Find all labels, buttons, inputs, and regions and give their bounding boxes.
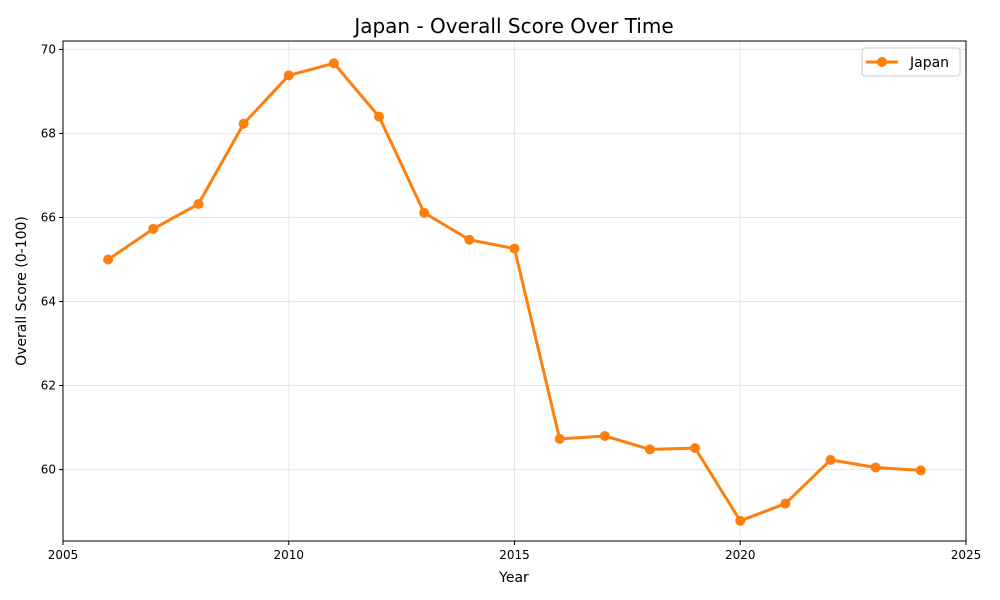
data-point bbox=[554, 433, 565, 444]
legend-box bbox=[861, 47, 961, 77]
data-point bbox=[690, 443, 701, 454]
y-axis-label: Overall Score (0-100) bbox=[14, 216, 30, 366]
y-tick-label: 70 bbox=[41, 42, 56, 56]
y-tick-label: 64 bbox=[41, 295, 56, 309]
y-tick-label: 68 bbox=[41, 126, 56, 140]
legend: Japan bbox=[861, 47, 961, 77]
data-point bbox=[780, 498, 791, 509]
data-point bbox=[238, 118, 249, 129]
x-tick-label: 2005 bbox=[48, 548, 79, 562]
data-point bbox=[735, 515, 746, 526]
data-point bbox=[644, 444, 655, 455]
data-point bbox=[103, 254, 114, 265]
x-tick-label: 2015 bbox=[499, 548, 530, 562]
x-tick-label: 2020 bbox=[725, 548, 756, 562]
y-tick-label: 66 bbox=[41, 210, 56, 224]
data-point bbox=[419, 207, 430, 218]
legend-point-marker bbox=[877, 57, 887, 67]
data-point bbox=[148, 223, 159, 234]
y-tick-label: 62 bbox=[41, 379, 56, 393]
data-point bbox=[915, 465, 926, 476]
data-point bbox=[193, 199, 204, 210]
data-point bbox=[328, 58, 339, 69]
grid bbox=[62, 41, 967, 541]
data-point bbox=[374, 111, 385, 122]
series-layer bbox=[103, 58, 926, 526]
x-axis-label: Year bbox=[498, 570, 529, 586]
data-point bbox=[825, 454, 836, 465]
y-tick-label: 60 bbox=[41, 463, 56, 477]
data-point bbox=[870, 462, 881, 473]
data-point bbox=[509, 243, 520, 254]
x-tick-label: 2010 bbox=[273, 548, 304, 562]
data-point bbox=[464, 234, 475, 245]
data-point bbox=[599, 430, 610, 441]
y-axis-ticks: 60 62 64 66 68 70 bbox=[41, 42, 63, 477]
chart-title: Japan - Overall Score Over Time bbox=[352, 14, 673, 38]
x-axis-ticks: 2005 2010 2015 2020 2025 bbox=[48, 541, 982, 562]
x-tick-label: 2025 bbox=[951, 548, 982, 562]
data-point bbox=[283, 70, 294, 81]
legend-label: Japan bbox=[909, 55, 949, 71]
